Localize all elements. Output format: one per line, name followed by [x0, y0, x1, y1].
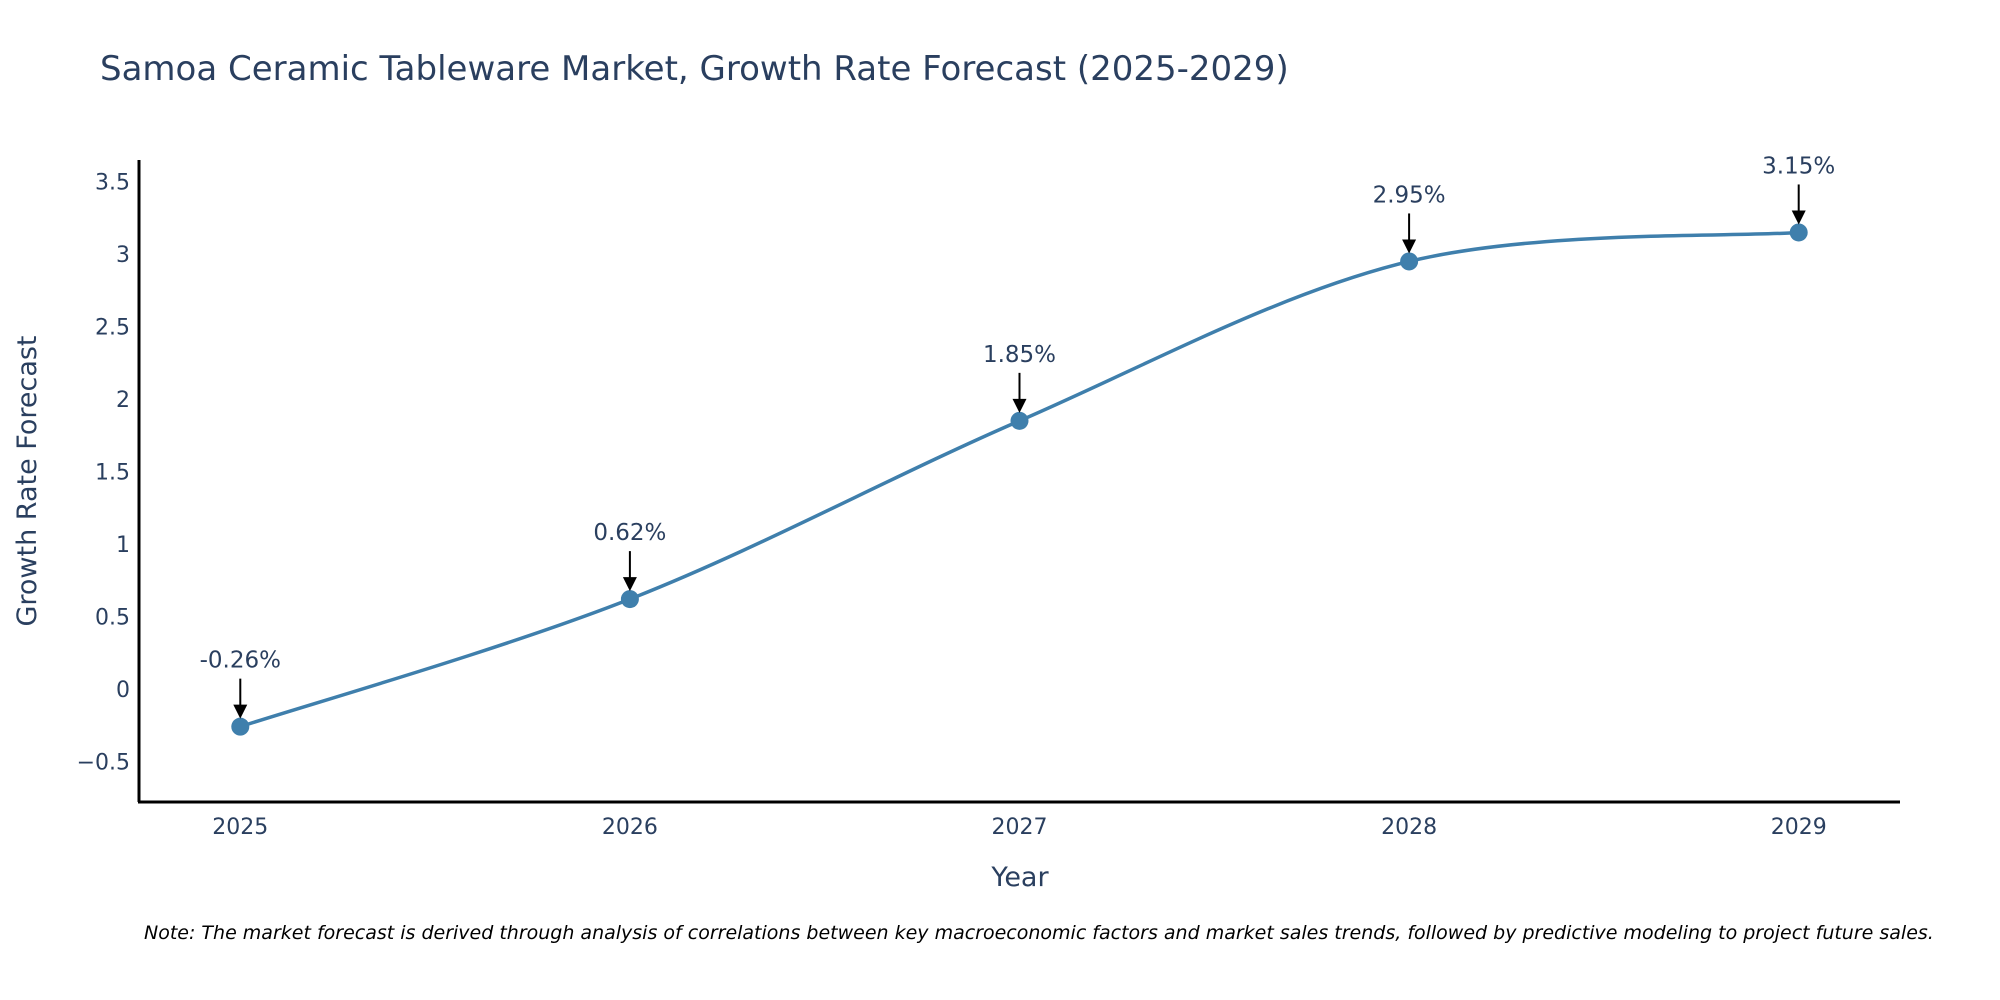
data-label: 2.95%: [1373, 182, 1446, 208]
y-tick-label: 3: [116, 243, 130, 268]
y-tick-label: −0.5: [77, 750, 130, 775]
y-tick-label: 2: [116, 388, 130, 413]
data-point-2029: [1789, 223, 1808, 242]
y-tick-label: 0: [116, 678, 130, 703]
data-point-2025: [231, 717, 250, 736]
data-point-2027: [1010, 411, 1029, 430]
data-point-markers: [231, 223, 1808, 736]
x-tick-label: 2025: [212, 815, 268, 840]
data-label: 3.15%: [1762, 153, 1835, 179]
y-tick-label: 3.5: [95, 171, 130, 196]
data-point-2026: [620, 590, 639, 609]
chart-title: Samoa Ceramic Tableware Market, Growth R…: [100, 49, 1289, 89]
y-axis-title: Growth Rate Forecast: [12, 335, 43, 626]
data-label: 0.62%: [593, 520, 666, 546]
growth-rate-line: [239, 230, 1799, 729]
y-tick-label: 1: [116, 533, 130, 558]
y-tick-label: 0.5: [95, 606, 130, 631]
data-point-2028: [1400, 252, 1419, 271]
annotation-arrow-head: [233, 704, 248, 719]
y-axis-ticks: −0.5 0 0.5 1 1.5 2 2.5 3 3.5: [77, 171, 130, 776]
x-tick-label: 2027: [992, 815, 1048, 840]
x-axis-ticks: 2025 2026 2027 2028 2029: [212, 815, 1826, 840]
annotation-arrow-head: [622, 577, 637, 592]
x-tick-label: 2029: [1771, 815, 1827, 840]
data-label: -0.26%: [200, 648, 281, 674]
x-axis-title: Year: [990, 862, 1049, 893]
y-tick-label: 2.5: [95, 316, 130, 341]
x-tick-label: 2028: [1381, 815, 1437, 840]
footnote: Note: The market forecast is derived thr…: [144, 922, 1934, 944]
annotation-arrow-head: [1012, 398, 1027, 413]
annotation-arrow-head: [1791, 210, 1806, 225]
data-label: 1.85%: [983, 342, 1056, 368]
annotation-arrow-head: [1402, 239, 1417, 254]
data-labels: -0.26% 0.62% 1.85% 2.95% 3.15%: [200, 153, 1835, 719]
x-tick-label: 2026: [602, 815, 658, 840]
y-tick-label: 1.5: [95, 461, 130, 486]
